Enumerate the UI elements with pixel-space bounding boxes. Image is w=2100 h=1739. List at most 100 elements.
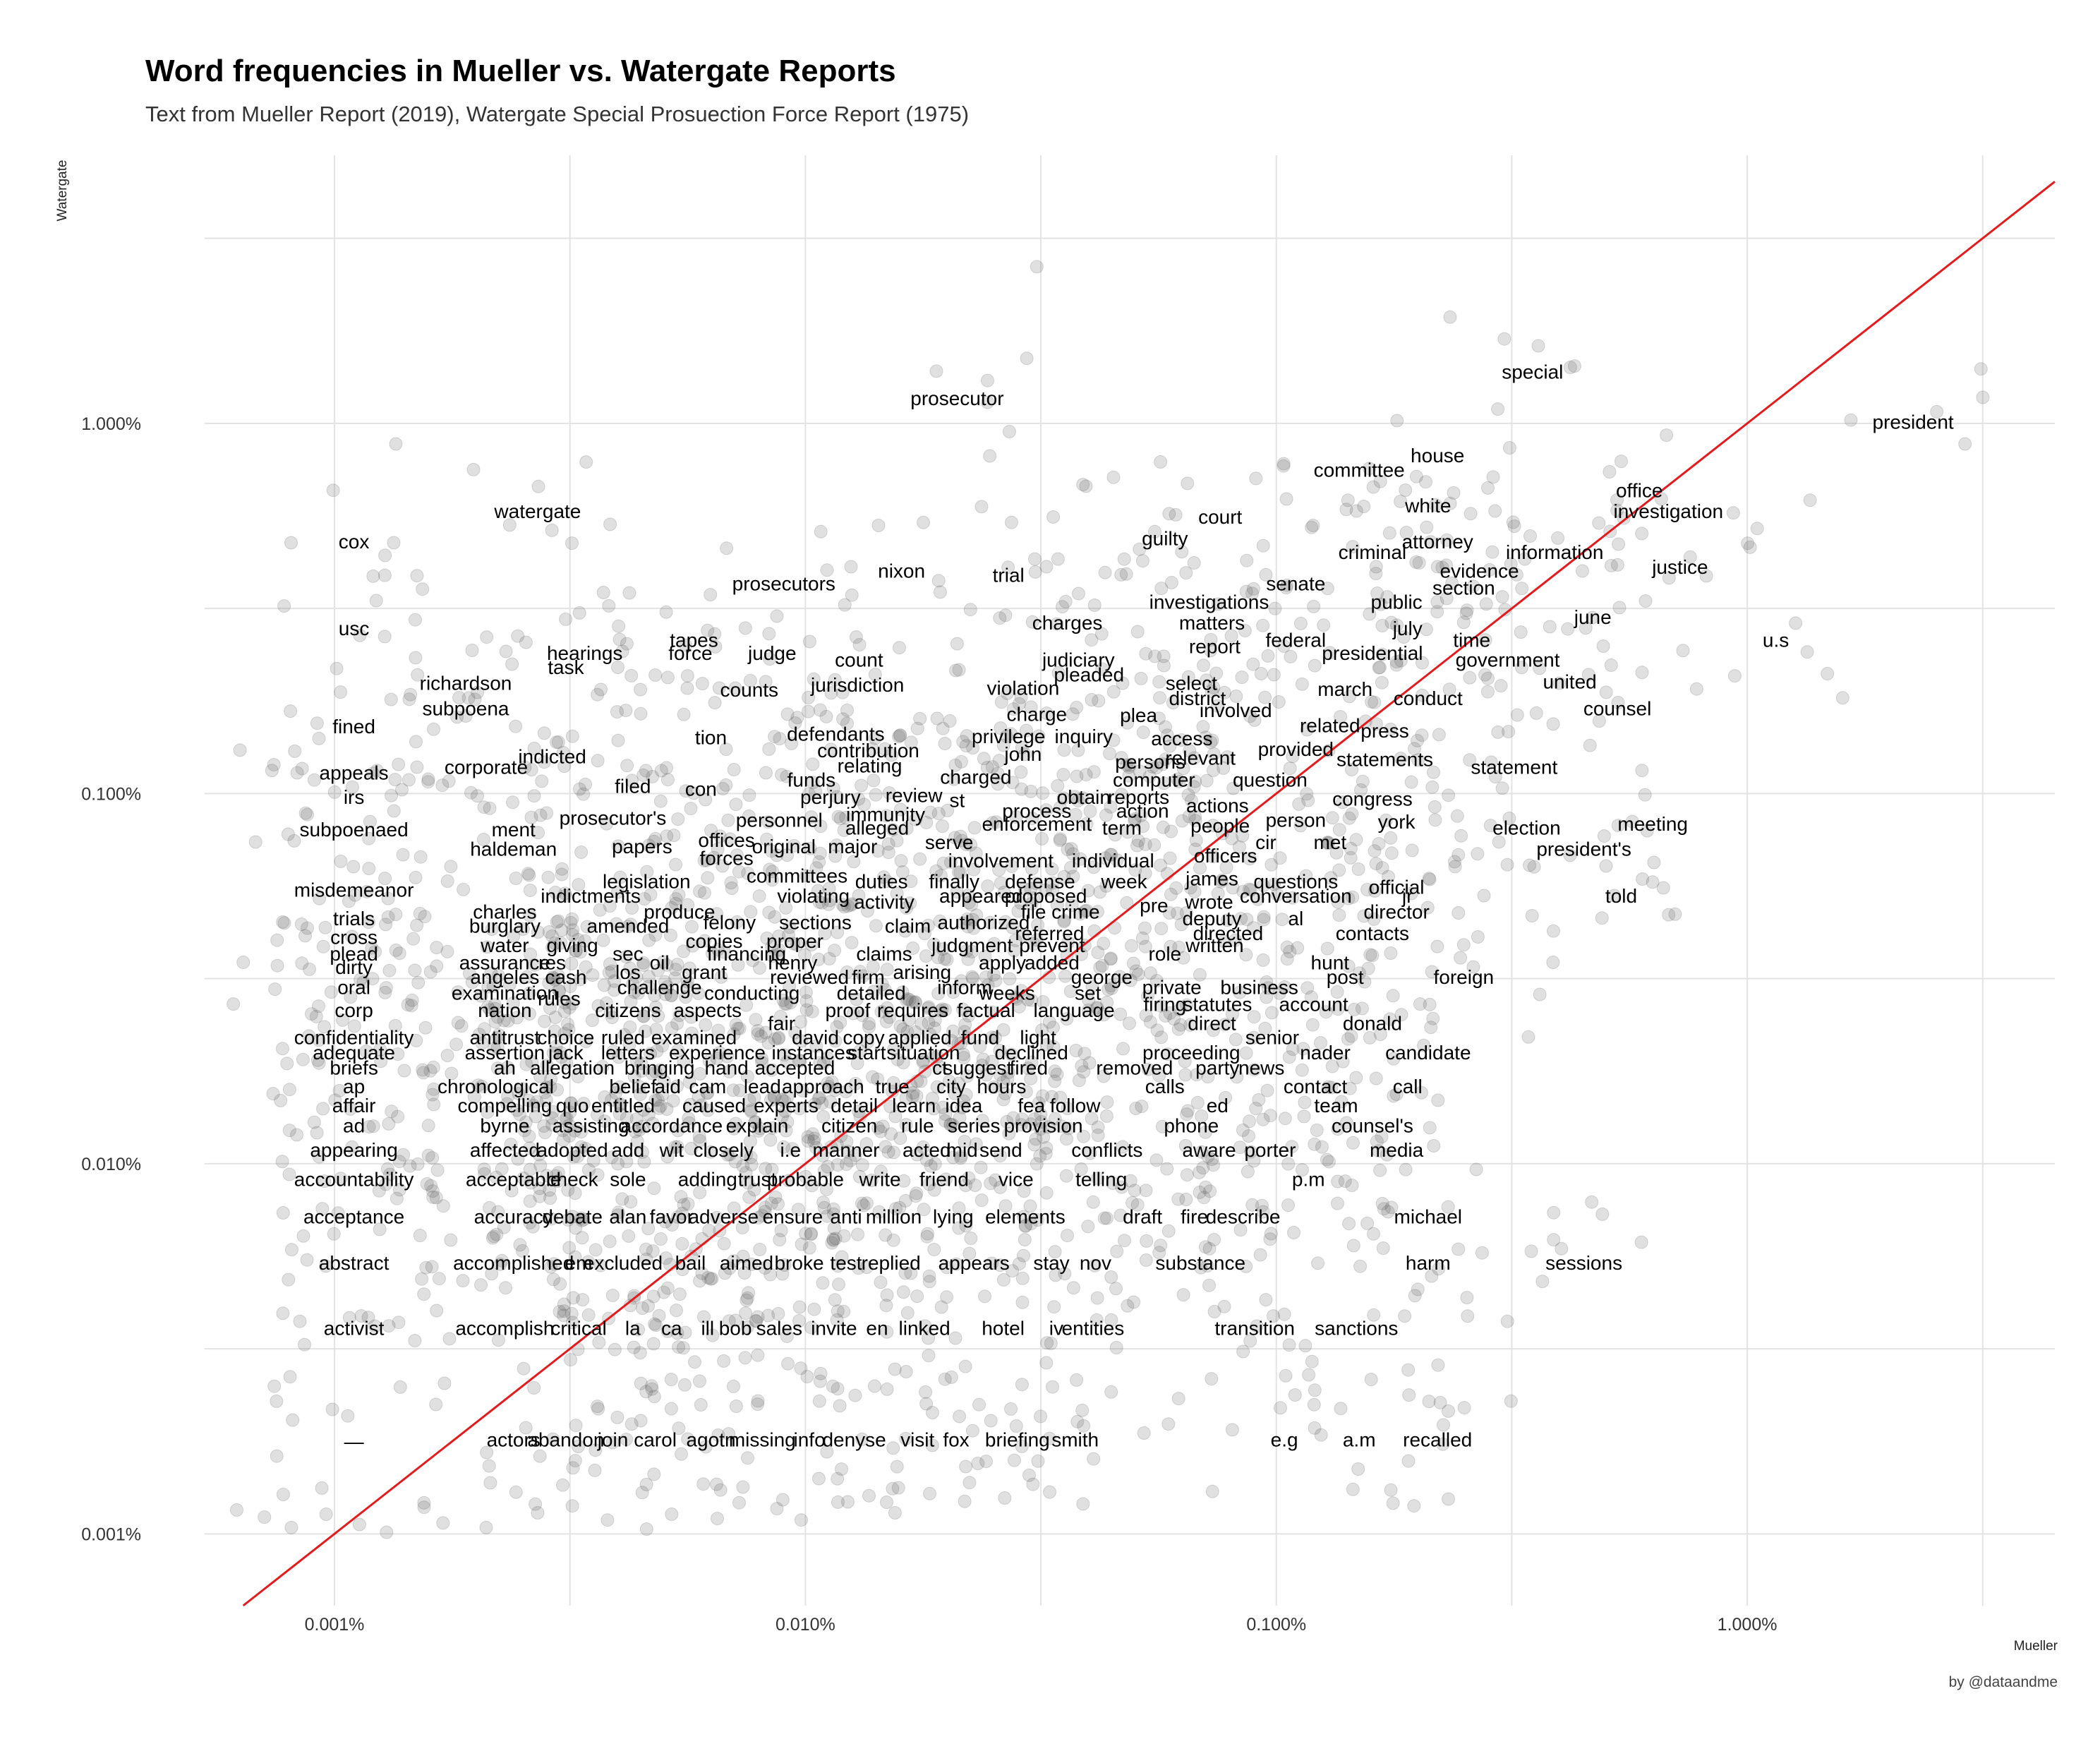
word-label: task xyxy=(548,656,584,678)
data-point xyxy=(442,1332,457,1346)
data-point xyxy=(533,808,548,822)
data-point xyxy=(1014,690,1028,704)
word-label: report xyxy=(1189,636,1241,658)
data-point xyxy=(1056,600,1069,614)
data-point xyxy=(960,729,974,743)
data-point xyxy=(635,1486,649,1500)
data-point xyxy=(1835,691,1849,705)
data-point xyxy=(828,673,842,687)
data-point xyxy=(1789,616,1803,630)
word-label: house xyxy=(1411,445,1464,467)
word-label: visit xyxy=(900,1429,934,1451)
word-label: nader xyxy=(1300,1042,1351,1064)
data-point xyxy=(1048,1064,1062,1078)
word-label: broke xyxy=(774,1252,823,1274)
word-label: porter xyxy=(1244,1139,1296,1161)
data-point xyxy=(1159,752,1173,766)
data-point xyxy=(430,1163,445,1177)
word-label: senate xyxy=(1266,572,1325,594)
data-point xyxy=(533,1449,547,1463)
data-point xyxy=(1240,553,1254,567)
data-point xyxy=(404,687,418,702)
data-point xyxy=(1229,690,1243,703)
data-point xyxy=(1187,556,1201,570)
data-point xyxy=(1256,1112,1270,1126)
data-point xyxy=(711,842,725,856)
data-point xyxy=(1187,780,1201,794)
data-point xyxy=(711,1512,724,1526)
data-point xyxy=(1612,537,1626,551)
data-point xyxy=(1349,504,1363,518)
data-point xyxy=(964,1232,978,1245)
data-point xyxy=(1750,522,1764,536)
data-point xyxy=(531,479,545,493)
data-point xyxy=(619,704,633,718)
data-point xyxy=(1103,747,1116,761)
data-point xyxy=(378,568,392,582)
data-point xyxy=(1039,560,1054,574)
data-point xyxy=(1036,786,1050,800)
data-point xyxy=(1405,843,1419,858)
data-point xyxy=(799,1227,813,1241)
word-label: aspects xyxy=(674,999,742,1021)
data-point xyxy=(1122,760,1136,774)
data-point xyxy=(1121,716,1135,730)
word-label: contacts xyxy=(1336,922,1409,944)
word-label: en xyxy=(866,1318,888,1340)
word-label: appeals xyxy=(320,762,389,784)
word-label: linked xyxy=(899,1318,951,1340)
data-point xyxy=(749,1013,763,1027)
data-point xyxy=(1639,594,1653,608)
data-point xyxy=(699,793,713,807)
data-point xyxy=(1399,526,1413,539)
word-label: alan xyxy=(609,1206,646,1228)
data-point xyxy=(1133,542,1147,556)
data-point xyxy=(1249,471,1263,486)
data-point xyxy=(972,1397,986,1412)
data-point xyxy=(537,755,551,769)
data-point xyxy=(283,1370,297,1384)
data-point xyxy=(509,872,523,885)
word-label: p.m xyxy=(1292,1168,1325,1190)
data-point xyxy=(825,1236,839,1250)
data-point xyxy=(1491,725,1505,739)
data-point xyxy=(1958,437,1972,451)
data-point xyxy=(788,716,802,730)
data-point xyxy=(409,735,423,749)
data-point xyxy=(1176,762,1190,776)
word-label: election xyxy=(1492,817,1561,838)
data-point xyxy=(1248,713,1262,727)
data-point xyxy=(417,1500,431,1515)
data-point xyxy=(296,1229,310,1243)
word-label: favor xyxy=(650,1206,694,1228)
data-point xyxy=(1480,685,1495,699)
data-point xyxy=(1324,871,1338,885)
data-point xyxy=(440,1049,454,1062)
data-point xyxy=(952,865,965,879)
data-point xyxy=(596,586,610,599)
data-point xyxy=(624,668,639,682)
data-point xyxy=(1046,1380,1059,1394)
data-point xyxy=(610,1410,624,1424)
data-point xyxy=(565,1499,579,1513)
word-label: affected xyxy=(470,1139,540,1161)
data-point xyxy=(770,848,784,862)
data-point xyxy=(1351,862,1365,876)
data-point xyxy=(713,1483,728,1497)
data-point xyxy=(1533,661,1547,675)
data-point xyxy=(227,997,241,1011)
data-point xyxy=(806,757,820,771)
data-point xyxy=(667,829,681,843)
data-point xyxy=(601,1513,615,1527)
data-point xyxy=(1152,675,1166,689)
data-point xyxy=(948,758,962,772)
data-point xyxy=(1384,615,1399,630)
data-point xyxy=(1171,772,1184,786)
data-point xyxy=(620,637,634,651)
data-point xyxy=(1585,1195,1599,1209)
data-point xyxy=(1136,819,1150,834)
data-point xyxy=(540,806,554,820)
data-point xyxy=(716,782,730,795)
data-point xyxy=(1025,812,1039,826)
